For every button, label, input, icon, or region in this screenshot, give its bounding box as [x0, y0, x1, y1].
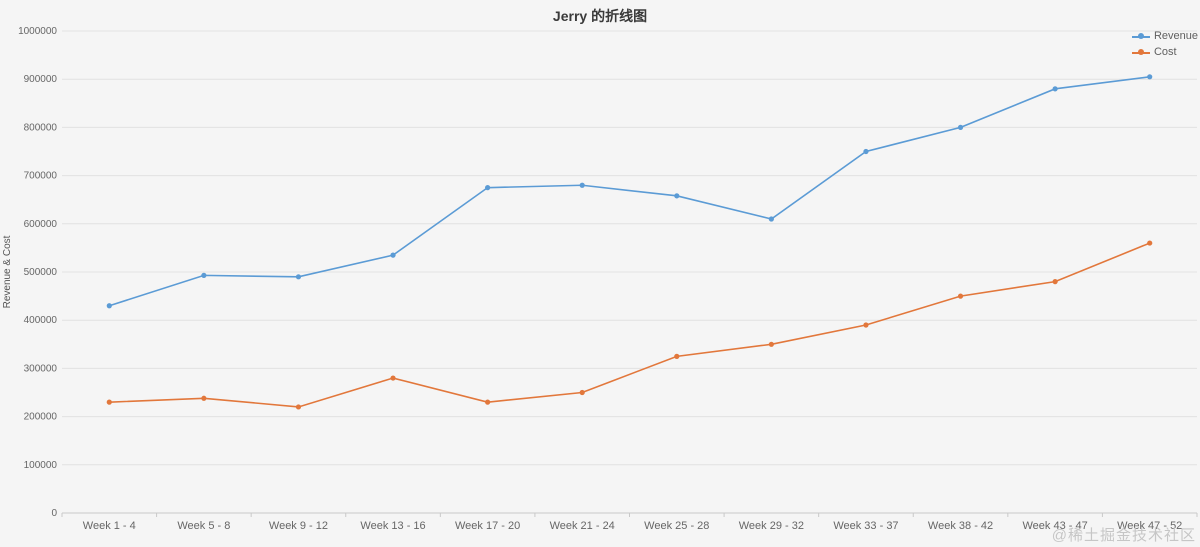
- data-point[interactable]: [579, 182, 585, 188]
- y-tick-label: 800000: [24, 122, 58, 133]
- legend-label-cost: Cost: [1153, 46, 1177, 58]
- cost-line-icon: [1131, 48, 1150, 57]
- y-tick-label: 900000: [24, 74, 58, 85]
- x-axis-labels: Week 1 - 4 Week 5 - 8 Week 9 - 12 Week 13 -…: [83, 520, 1183, 532]
- x-tick-label: Week 13 - 16: [360, 520, 425, 532]
- legend-item-revenue[interactable]: Revenue: [1131, 30, 1198, 42]
- data-point[interactable]: [957, 293, 964, 299]
- revenue-line-icon: [1131, 32, 1150, 41]
- x-tick-label: Week 5 - 8: [177, 520, 230, 532]
- y-tick-label: 100000: [24, 460, 58, 471]
- data-point[interactable]: [295, 404, 302, 410]
- y-tick-label: 400000: [24, 315, 58, 326]
- y-axis-title: Revenue & Cost: [2, 235, 13, 308]
- data-point[interactable]: [201, 395, 207, 401]
- data-point[interactable]: [1052, 86, 1058, 92]
- legend-label-revenue: Revenue: [1153, 30, 1198, 42]
- data-point[interactable]: [295, 274, 302, 280]
- data-point[interactable]: [485, 399, 491, 405]
- x-tick-label: Week 21 - 24: [550, 520, 615, 532]
- gridlines: [62, 30, 1197, 514]
- y-axis-labels: 0 100000 200000 300000 400000 500000 600000 700…: [18, 26, 57, 519]
- x-tick-label: Week 47 - 52: [1117, 520, 1182, 532]
- watermark-text: @稀土掘金技术社区: [1051, 527, 1196, 544]
- series-cost: [106, 240, 1153, 410]
- data-point[interactable]: [674, 193, 680, 199]
- y-tick-label: 1000000: [18, 26, 57, 37]
- x-tick-label: Week 1 - 4: [83, 520, 136, 532]
- data-point[interactable]: [485, 185, 491, 191]
- y-tick-label: 500000: [24, 267, 58, 278]
- data-point[interactable]: [106, 303, 112, 309]
- series-line: [109, 242, 1151, 408]
- y-tick-label: 0: [51, 508, 57, 519]
- x-axis-ticks: [61, 513, 1198, 517]
- data-point[interactable]: [1147, 74, 1153, 80]
- data-point[interactable]: [1147, 240, 1153, 246]
- x-tick-label: Week 29 - 32: [739, 520, 804, 532]
- x-tick-label: Week 25 - 28: [644, 520, 709, 532]
- data-point[interactable]: [390, 375, 396, 381]
- data-point[interactable]: [768, 341, 774, 347]
- revenue-dot-swatch: [1137, 33, 1144, 39]
- chart-title: Jerry 的折线图: [552, 8, 648, 24]
- data-point[interactable]: [390, 252, 396, 258]
- data-point[interactable]: [201, 272, 207, 278]
- data-point[interactable]: [863, 148, 869, 155]
- series-line: [109, 75, 1150, 307]
- x-tick-label: Week 38 - 42: [928, 520, 993, 532]
- x-tick-label: Week 9 - 12: [269, 520, 328, 532]
- y-tick-label: 700000: [24, 171, 58, 182]
- x-tick-label: Week 43 - 47: [1023, 520, 1088, 532]
- y-tick-label: 300000: [24, 363, 58, 374]
- data-point[interactable]: [579, 389, 585, 396]
- cost-dot-swatch: [1137, 49, 1144, 55]
- legend: Revenue Cost: [1131, 30, 1198, 58]
- data-point[interactable]: [1052, 279, 1058, 285]
- series-revenue: [106, 74, 1153, 309]
- data-point[interactable]: [106, 399, 112, 405]
- y-tick-label: 600000: [24, 219, 58, 230]
- data-point[interactable]: [957, 124, 964, 130]
- data-point[interactable]: [674, 353, 680, 359]
- y-tick-label: 200000: [24, 412, 58, 423]
- legend-item-cost[interactable]: Cost: [1131, 46, 1198, 58]
- x-tick-label: Week 33 - 37: [833, 520, 898, 532]
- data-point[interactable]: [768, 216, 774, 222]
- data-point[interactable]: [863, 322, 869, 328]
- x-tick-label: Week 17 - 20: [455, 520, 520, 532]
